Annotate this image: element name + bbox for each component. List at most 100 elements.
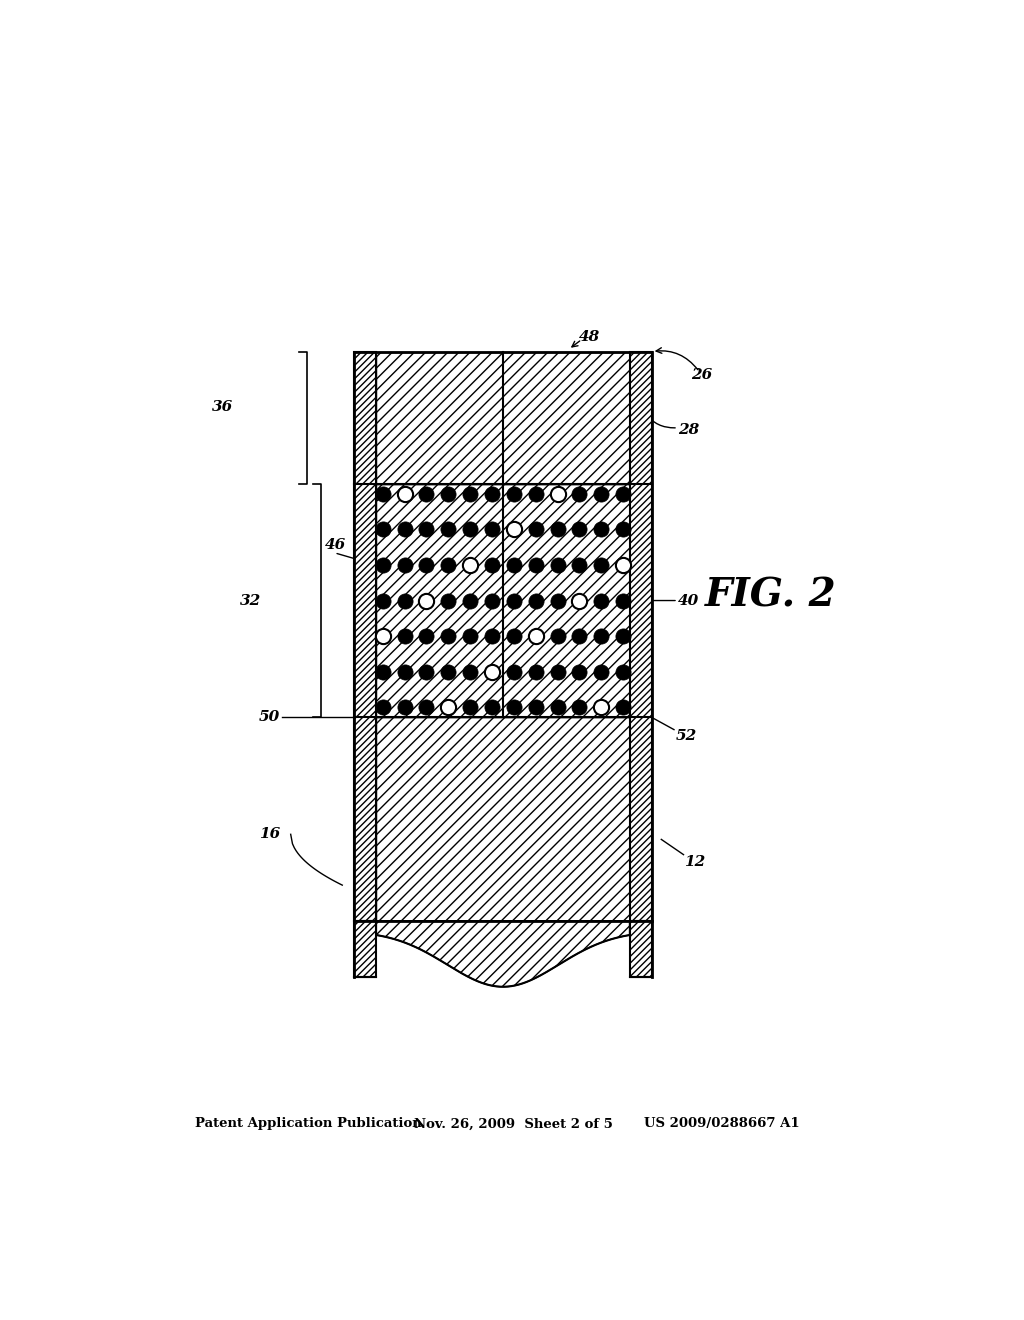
Point (550, 829, 566, 850)
Point (440, 686, 457, 708)
Text: 52: 52 (676, 729, 697, 743)
Point (418, 615, 434, 636)
Point (593, 615, 609, 636)
Point (418, 829, 434, 850)
Point (571, 686, 588, 708)
Point (571, 651, 588, 672)
Point (440, 722, 457, 743)
Text: 28: 28 (678, 422, 699, 437)
Point (440, 758, 457, 779)
Point (506, 758, 522, 779)
Point (462, 651, 478, 672)
Point (593, 651, 609, 672)
Point (615, 615, 632, 636)
Point (527, 615, 544, 636)
Bar (377, 718, 630, 921)
Point (571, 722, 588, 743)
Text: US 2009/0288667 A1: US 2009/0288667 A1 (644, 1118, 800, 1130)
Point (527, 686, 544, 708)
Point (593, 758, 609, 779)
Point (527, 829, 544, 850)
Point (506, 793, 522, 814)
Point (440, 651, 457, 672)
Text: 46: 46 (325, 537, 346, 552)
Point (375, 793, 391, 814)
Point (615, 722, 632, 743)
Point (506, 615, 522, 636)
Point (593, 722, 609, 743)
Point (440, 793, 457, 814)
Text: 48: 48 (579, 330, 600, 345)
Point (396, 686, 413, 708)
Point (506, 651, 522, 672)
Point (375, 829, 391, 850)
Point (571, 758, 588, 779)
Point (527, 651, 544, 672)
Point (375, 686, 391, 708)
Point (396, 722, 413, 743)
Point (375, 651, 391, 672)
Point (484, 793, 501, 814)
Point (527, 722, 544, 743)
Point (484, 722, 501, 743)
Point (593, 793, 609, 814)
Bar (377, 351, 630, 483)
Text: Nov. 26, 2009  Sheet 2 of 5: Nov. 26, 2009 Sheet 2 of 5 (414, 1118, 612, 1130)
Point (462, 615, 478, 636)
Point (375, 722, 391, 743)
Polygon shape (377, 921, 630, 987)
Point (484, 651, 501, 672)
Polygon shape (354, 921, 377, 977)
Text: 40: 40 (678, 594, 699, 607)
Polygon shape (630, 921, 652, 977)
Point (527, 793, 544, 814)
Text: 50: 50 (259, 710, 281, 725)
Point (550, 615, 566, 636)
Point (418, 651, 434, 672)
Point (418, 793, 434, 814)
Point (484, 615, 501, 636)
Text: 12: 12 (684, 855, 705, 869)
Text: 16: 16 (259, 828, 281, 841)
Point (462, 686, 478, 708)
Point (440, 829, 457, 850)
Point (527, 758, 544, 779)
Point (484, 829, 501, 850)
Point (462, 793, 478, 814)
Point (571, 615, 588, 636)
Point (506, 686, 522, 708)
Point (418, 722, 434, 743)
Point (571, 793, 588, 814)
Point (506, 829, 522, 850)
Point (615, 829, 632, 850)
Text: 32: 32 (240, 594, 261, 607)
Point (375, 615, 391, 636)
Point (615, 758, 632, 779)
Point (396, 615, 413, 636)
Point (550, 793, 566, 814)
Bar (354, 351, 377, 921)
Point (550, 722, 566, 743)
Text: 36: 36 (212, 400, 233, 414)
Bar (354, 351, 652, 921)
Point (550, 651, 566, 672)
Point (593, 829, 609, 850)
Point (375, 758, 391, 779)
Point (418, 686, 434, 708)
Point (462, 829, 478, 850)
Point (396, 651, 413, 672)
Point (484, 686, 501, 708)
Point (506, 722, 522, 743)
Bar (377, 483, 630, 718)
Point (396, 758, 413, 779)
Point (593, 686, 609, 708)
Text: Patent Application Publication: Patent Application Publication (196, 1118, 422, 1130)
Point (396, 793, 413, 814)
Point (615, 793, 632, 814)
Text: 26: 26 (691, 368, 713, 381)
Text: FIG. 2: FIG. 2 (705, 577, 837, 614)
Point (462, 758, 478, 779)
Bar (630, 351, 652, 921)
Point (418, 758, 434, 779)
Point (462, 722, 478, 743)
